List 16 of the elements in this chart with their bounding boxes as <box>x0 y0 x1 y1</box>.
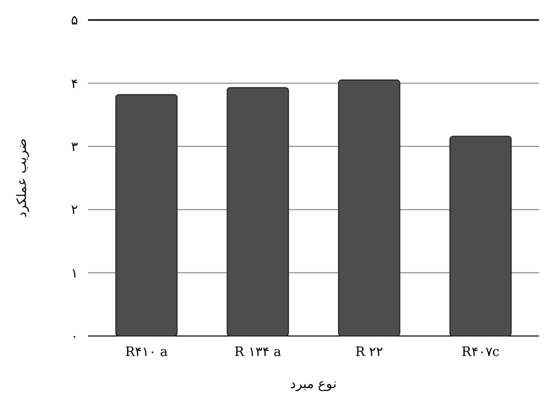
y-tick-label: ۱ <box>71 266 78 282</box>
bar <box>226 87 289 336</box>
y-tick-label: ۵ <box>71 14 78 29</box>
bar <box>449 136 512 336</box>
y-tick-label: ۳ <box>71 140 78 155</box>
y-tick-label: ۲ <box>71 203 78 218</box>
x-tick-label: R ۱۳۴ a <box>234 345 282 360</box>
y-tick-label: ۴ <box>71 76 78 92</box>
x-tick-label: R۴۱۰ a <box>125 345 168 360</box>
bar <box>338 80 400 336</box>
x-tick-label: R ۲۲ <box>355 345 384 360</box>
y-axis-title: ضریب عملکرد <box>15 138 30 218</box>
x-axis-title: نوع مبرد <box>290 377 338 392</box>
y-tick-label: ۰ <box>71 330 78 345</box>
x-tick-label: R۴۰۷c <box>462 345 500 360</box>
bar <box>115 94 178 336</box>
